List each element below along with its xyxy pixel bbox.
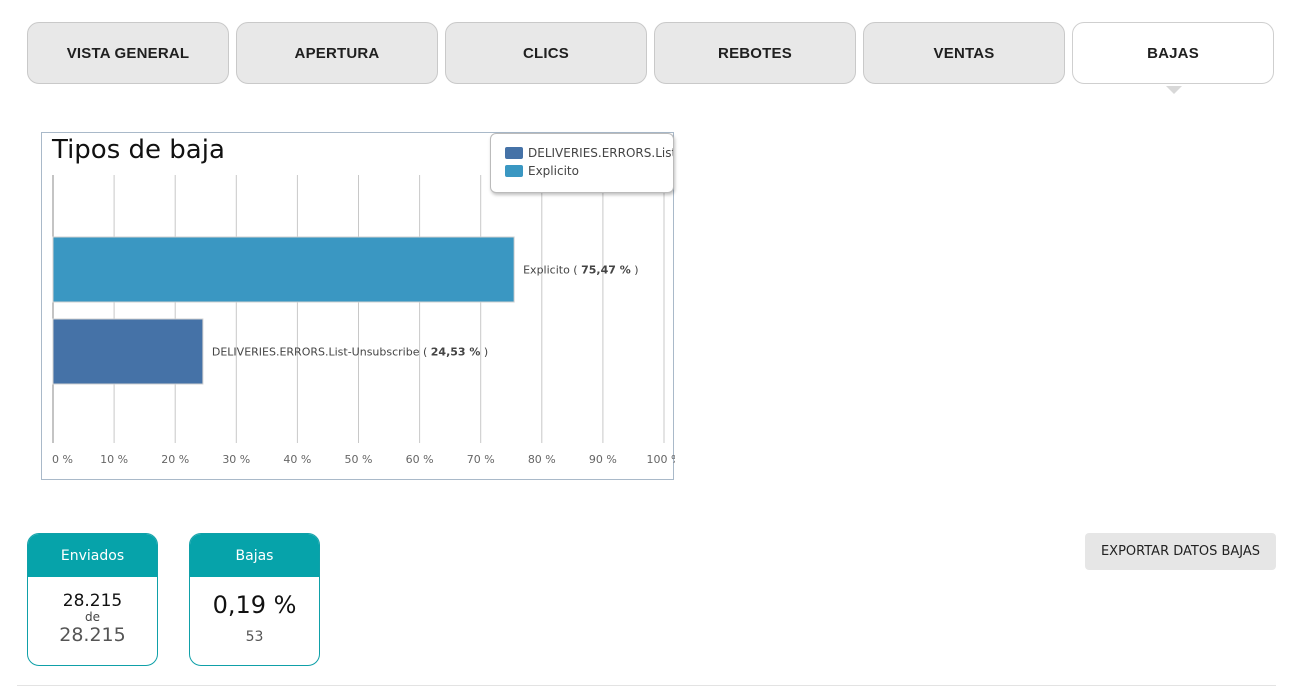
chart-data-labels: Explicito ( 75,47 % ) DELIVERIES.ERRORS.L… — [212, 264, 639, 359]
card-bajas-title: Bajas — [190, 534, 319, 577]
bar-explicito[interactable] — [52, 236, 515, 303]
chart-bars — [52, 236, 515, 385]
tab-apertura[interactable]: APERTURA — [236, 22, 438, 84]
chart-x-ticks: 0 % 10 % 20 % 30 % 40 % 50 % 60 % 70 % 80 % 90 % 1… — [52, 453, 675, 466]
bar-data-label: Explicito ( 75,47 % ) — [523, 264, 638, 277]
tab-bar: VISTA GENERAL APERTURA CLICS REBOTES VEN… — [27, 22, 1277, 86]
x-tick-label: 90 % — [589, 453, 617, 466]
x-tick-label: 50 % — [345, 453, 373, 466]
legend-entry-list-unsubscribe[interactable]: DELIVERIES.ERRORS.List-U — [505, 146, 674, 160]
bajas-count: 53 — [245, 629, 264, 645]
bar-chart: Explicito ( 75,47 % ) DELIVERIES.ERRORS.L… — [52, 175, 675, 466]
x-tick-label: 60 % — [406, 453, 434, 466]
card-enviados: Enviados 28.215 de 28.215 — [27, 533, 158, 666]
bar-data-label: DELIVERIES.ERRORS.List-Unsubscribe ( 24,… — [212, 346, 488, 359]
card-bajas: Bajas 0,19 % 53 — [189, 533, 320, 666]
x-tick-label: 100 % — [647, 453, 675, 466]
chart-title: Tipos de baja — [52, 135, 225, 165]
divider — [17, 685, 1276, 686]
tab-rebotes[interactable]: REBOTES — [654, 22, 856, 84]
legend-label: Explicito — [528, 164, 579, 178]
tab-bajas[interactable]: BAJAS — [1072, 22, 1274, 84]
active-tab-indicator — [1166, 86, 1182, 94]
card-enviados-title: Enviados — [28, 534, 157, 577]
legend-swatch — [505, 147, 523, 159]
x-tick-label: 40 % — [283, 453, 311, 466]
legend-entry-explicito[interactable]: Explicito — [505, 164, 579, 178]
x-tick-label: 30 % — [222, 453, 250, 466]
chart-gridlines — [52, 175, 665, 443]
tab-ventas[interactable]: VENTAS — [863, 22, 1065, 84]
x-tick-label: 10 % — [100, 453, 128, 466]
x-tick-label: 20 % — [161, 453, 189, 466]
enviados-total: 28.215 — [59, 624, 126, 646]
enviados-value: 28.215 — [62, 591, 123, 611]
bajas-percent: 0,19 % — [212, 591, 297, 619]
export-bajas-button[interactable]: EXPORTAR DATOS BAJAS — [1085, 533, 1276, 570]
tab-clics[interactable]: CLICS — [445, 22, 647, 84]
chart-container: Explicito ( 75,47 % ) DELIVERIES.ERRORS.L… — [41, 132, 675, 480]
x-tick-label: 80 % — [528, 453, 556, 466]
x-tick-label: 0 % — [52, 453, 73, 466]
legend-swatch — [505, 165, 523, 177]
enviados-connector: de — [85, 610, 100, 624]
legend-label: DELIVERIES.ERRORS.List-U — [528, 146, 674, 160]
tab-vista-general[interactable]: VISTA GENERAL — [27, 22, 229, 84]
chart-legend[interactable]: DELIVERIES.ERRORS.List-U Explicito — [490, 133, 674, 193]
x-tick-label: 70 % — [467, 453, 495, 466]
bar-list-unsubscribe[interactable] — [52, 318, 204, 385]
